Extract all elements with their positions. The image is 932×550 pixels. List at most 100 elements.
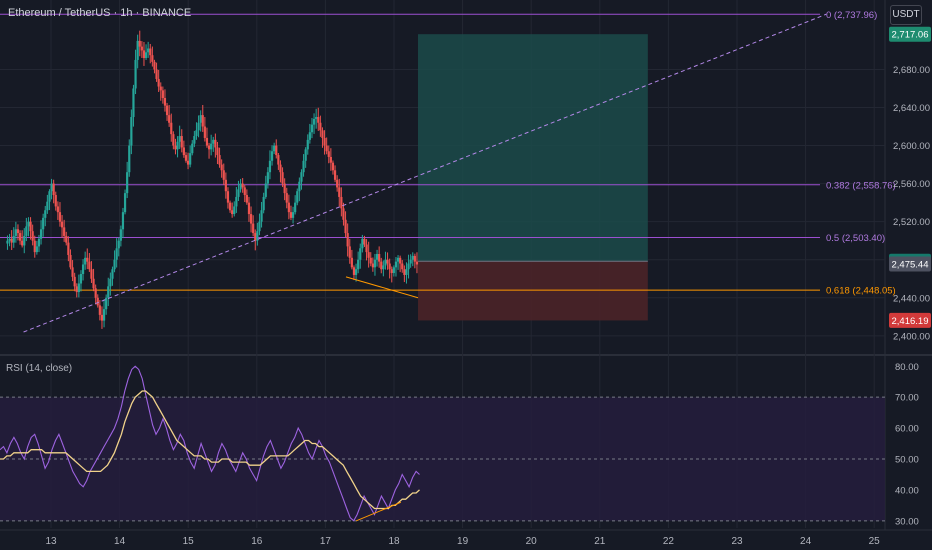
- x-tick-label: 24: [800, 536, 812, 547]
- x-tick-label: 23: [731, 536, 743, 547]
- candle-body: [79, 273, 83, 284]
- price-axis[interactable]: 2,680.00 2,640.00 2,600.00 2,560.00 2,520.00…: [889, 26, 931, 343]
- time-axis[interactable]: 13 14 15 16 17 18 19 20 21 22 23 24 25: [45, 536, 880, 547]
- y-tick-label: 2,560.00: [893, 179, 930, 190]
- x-tick-label: 16: [251, 536, 263, 547]
- candle-body: [157, 78, 160, 87]
- x-tick-label: 19: [457, 536, 469, 547]
- candle-body: [212, 139, 215, 144]
- candle-body: [16, 229, 20, 234]
- candle-body: [21, 240, 24, 246]
- candle-body: [224, 179, 227, 192]
- candle-body: [237, 189, 240, 197]
- currency-button[interactable]: USDT: [890, 5, 922, 25]
- candle-body: [58, 212, 62, 222]
- candle-body: [283, 183, 286, 194]
- candle-body: [304, 149, 307, 161]
- candle-body: [363, 238, 366, 245]
- candle-body: [172, 134, 175, 146]
- candle-body: [312, 118, 316, 125]
- candle-body: [329, 156, 332, 163]
- candle-body: [220, 164, 223, 171]
- candle-body: [350, 257, 353, 268]
- candle-body: [73, 276, 76, 287]
- rsi-tick-label: 30.00: [895, 516, 919, 527]
- price-badge-last: [889, 256, 931, 272]
- candle-body: [264, 183, 267, 197]
- candle-body: [96, 297, 99, 306]
- y-tick-label: 2,400.00: [893, 331, 930, 342]
- candle-body: [52, 183, 55, 196]
- candle-body: [407, 263, 410, 270]
- candle-body: [331, 162, 335, 171]
- candle-body: [107, 286, 110, 298]
- candle-body: [382, 265, 385, 270]
- candle-body: [258, 221, 261, 232]
- y-tick-label: 2,440.00: [893, 293, 930, 304]
- candle-body: [25, 226, 28, 236]
- candle-body: [111, 269, 114, 279]
- candle-body: [94, 288, 97, 298]
- candle-body: [239, 183, 242, 190]
- candle-body: [77, 283, 80, 293]
- candle-body: [100, 314, 104, 321]
- candle-body: [42, 217, 45, 230]
- candle-body: [296, 191, 299, 203]
- candle-body: [333, 170, 337, 180]
- candle-body: [191, 143, 194, 154]
- candle-body: [260, 210, 263, 222]
- trend-drawings: [23, 13, 827, 333]
- price-badge-target: [889, 26, 931, 42]
- candle-body: [277, 155, 280, 165]
- y-tick-label: 2,520.00: [893, 217, 930, 228]
- candle-body: [151, 55, 154, 62]
- candle-body: [168, 115, 171, 123]
- candle-body: [35, 246, 38, 253]
- candle-body: [184, 155, 188, 161]
- candle-body: [71, 267, 74, 277]
- candle-body: [287, 202, 290, 213]
- candle-body: [359, 248, 362, 260]
- candle-body: [56, 206, 59, 213]
- candle-body: [262, 196, 265, 211]
- candle-body: [98, 305, 101, 315]
- candle-body: [174, 145, 177, 150]
- candle-body: [140, 46, 143, 51]
- y-tick-label: 2,680.00: [893, 65, 930, 76]
- candle-body: [60, 221, 64, 228]
- candle-body: [409, 259, 412, 264]
- candle-body: [12, 235, 15, 243]
- candle-body: [105, 297, 108, 310]
- x-tick-label: 17: [320, 536, 332, 547]
- candle-body: [235, 196, 238, 207]
- candle-body: [102, 309, 106, 321]
- candle-body: [50, 183, 53, 192]
- candle-body: [176, 141, 179, 150]
- candle-body: [233, 206, 236, 215]
- candle-body: [210, 143, 213, 150]
- candle-body: [342, 208, 345, 220]
- candle-body: [289, 212, 293, 218]
- candle-body: [270, 151, 274, 161]
- candle-body: [195, 130, 198, 137]
- candle-body: [243, 187, 246, 196]
- candle-body: [39, 229, 43, 239]
- trendline-dashed: [23, 13, 827, 333]
- candle-body: [113, 259, 116, 270]
- x-tick-label: 18: [388, 536, 400, 547]
- candle-body: [63, 227, 66, 236]
- rsi-tick-label: 60.00: [895, 424, 919, 435]
- candle-body: [69, 254, 72, 268]
- candle-body: [411, 255, 414, 260]
- candle-body: [29, 221, 32, 232]
- candle-body: [403, 269, 406, 275]
- target-zone: [418, 34, 648, 262]
- candle-body: [126, 172, 129, 194]
- candle-body: [138, 40, 141, 47]
- candle-body: [388, 263, 391, 270]
- rsi-ma-line: [0, 390, 420, 510]
- candle-body: [65, 235, 68, 243]
- candle-body: [14, 229, 17, 236]
- candle-body: [380, 261, 383, 270]
